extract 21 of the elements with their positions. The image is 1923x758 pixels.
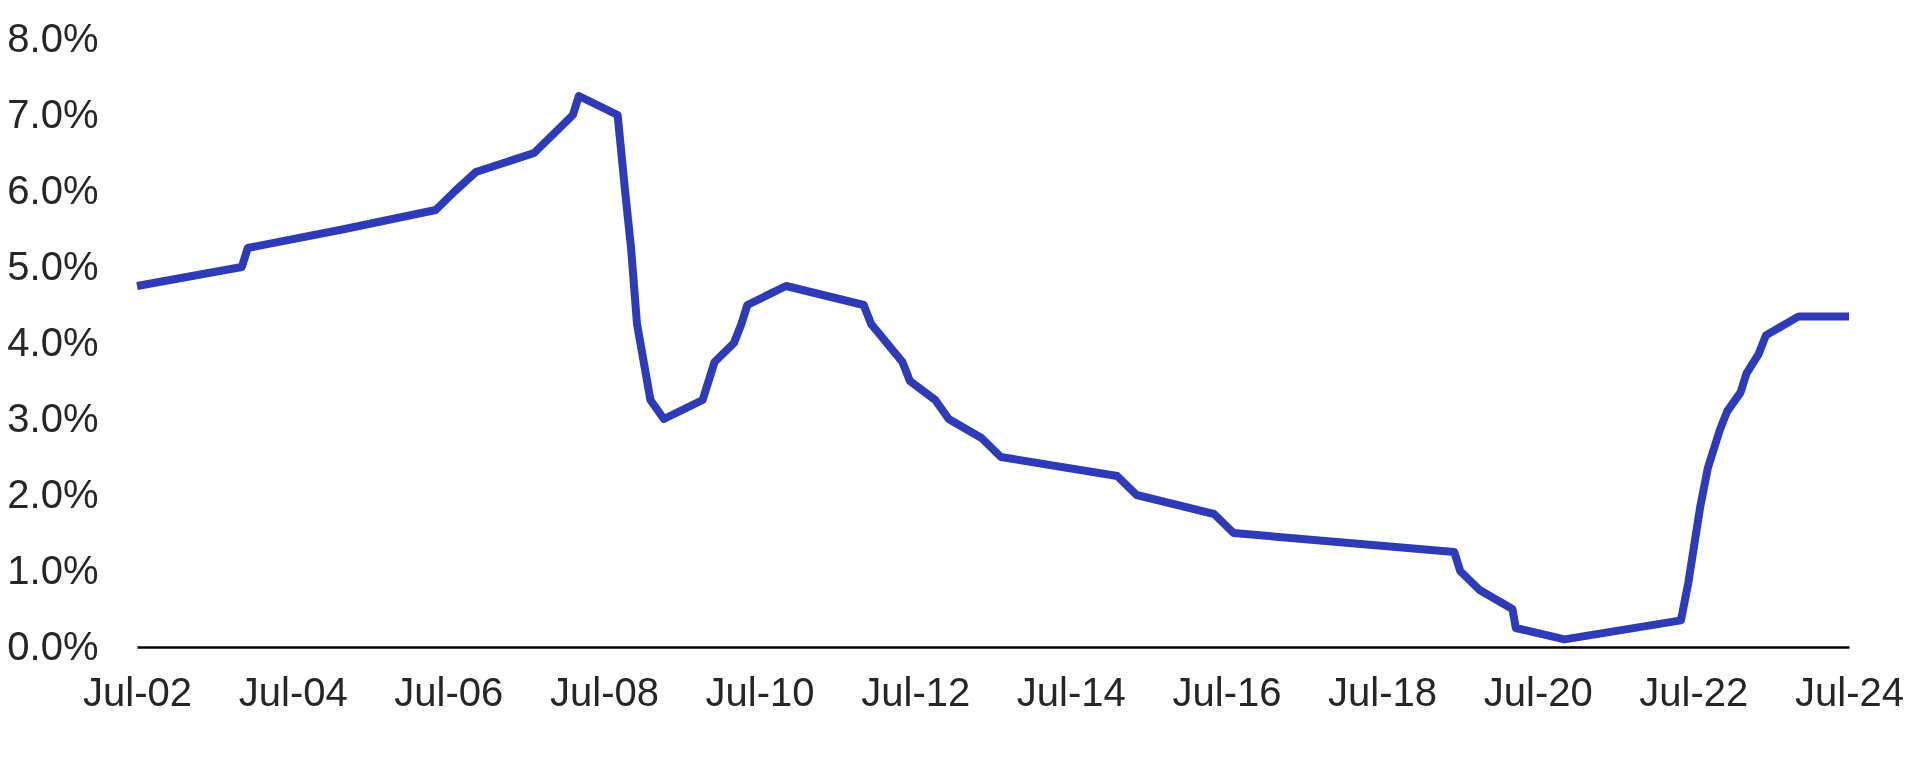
y-tick-label: 2.0% [7, 471, 99, 516]
x-tick-label: Jul-22 [1639, 669, 1749, 714]
x-tick-label: Jul-20 [1483, 669, 1593, 714]
x-tick-label: Jul-04 [238, 669, 348, 714]
y-tick-label: 6.0% [7, 167, 99, 212]
x-tick-label: Jul-06 [394, 669, 504, 714]
x-tick-label: Jul-14 [1016, 669, 1126, 714]
x-tick-label: Jul-24 [1795, 669, 1904, 714]
y-tick-label: 1.0% [7, 547, 99, 592]
x-tick-label: Jul-16 [1172, 669, 1282, 714]
x-tick-label: Jul-12 [861, 669, 971, 714]
x-tick-label: Jul-10 [705, 669, 815, 714]
y-tick-label: 4.0% [7, 319, 99, 364]
x-tick-label: Jul-08 [550, 669, 659, 714]
x-tick-label: Jul-02 [83, 669, 192, 714]
y-tick-label: 7.0% [7, 91, 99, 136]
y-tick-label: 0.0% [7, 623, 99, 668]
y-tick-label: 8.0% [7, 15, 99, 60]
x-tick-label: Jul-18 [1328, 669, 1437, 714]
y-tick-label: 5.0% [7, 243, 99, 288]
y-tick-label: 3.0% [7, 395, 99, 440]
